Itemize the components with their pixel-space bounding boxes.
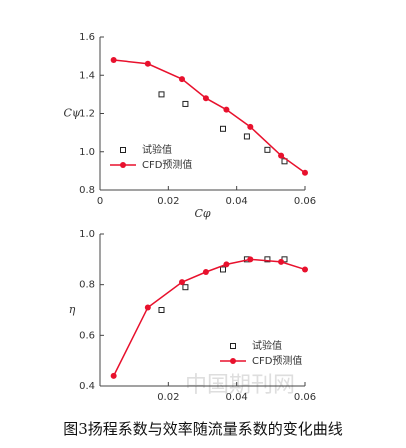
point xyxy=(264,146,271,153)
series-line xyxy=(112,258,306,377)
point xyxy=(144,60,151,67)
caption: 图3扬程系数与效率随流量系数的变化曲线 xyxy=(63,420,343,438)
legend-label: 试验值 xyxy=(252,339,282,352)
legend-label: 试验值 xyxy=(142,143,172,156)
point xyxy=(223,106,230,113)
point xyxy=(182,284,189,291)
point xyxy=(158,307,165,313)
x-tick-label: 0.02 xyxy=(157,392,179,403)
x-tick-label: 0.04 xyxy=(226,392,248,403)
y-tick-label: 1.0 xyxy=(79,229,95,240)
point xyxy=(110,56,117,63)
y-tick-label: 0.8 xyxy=(79,280,95,291)
point xyxy=(278,258,285,265)
legend-marker xyxy=(120,147,126,153)
y-tick-label: 1.6 xyxy=(79,32,95,43)
series-line xyxy=(113,59,306,174)
point xyxy=(302,266,308,273)
y-axis-label: η xyxy=(69,303,76,316)
y-axis-label: Cψ xyxy=(63,107,80,120)
point xyxy=(202,269,209,275)
y-tick-label: 1.0 xyxy=(79,147,95,158)
y-tick-label: 1.2 xyxy=(79,109,95,120)
point xyxy=(223,261,230,268)
y-tick-label: 0.8 xyxy=(79,185,95,196)
legend-label: CFD预测值 xyxy=(252,354,302,367)
point xyxy=(247,123,254,130)
point xyxy=(158,91,165,98)
point xyxy=(220,266,226,273)
y-tick-label: 0.4 xyxy=(79,381,95,392)
legend-marker xyxy=(230,358,236,364)
x-tick-label: 0.02 xyxy=(157,196,179,207)
point xyxy=(144,304,151,311)
point xyxy=(182,100,189,107)
point xyxy=(247,256,254,263)
x-tick-label: 0.06 xyxy=(294,196,316,207)
point xyxy=(243,133,250,140)
point xyxy=(278,152,285,159)
point xyxy=(202,95,209,102)
point xyxy=(179,76,185,83)
point xyxy=(179,279,185,286)
point xyxy=(110,372,117,379)
legend-marker xyxy=(230,343,236,349)
point xyxy=(220,125,226,132)
y-tick-label: 1.4 xyxy=(79,70,95,81)
x-tick-label: 0.06 xyxy=(294,392,316,403)
y-tick-label: 0.6 xyxy=(79,330,95,341)
point xyxy=(302,169,308,176)
x-tick-label: 0.04 xyxy=(226,196,248,207)
x-tick-label: 0 xyxy=(97,196,103,207)
legend-marker xyxy=(120,162,126,168)
legend-label: CFD预测值 xyxy=(142,158,192,171)
x-axis-label: Cφ xyxy=(194,207,210,220)
point xyxy=(264,256,271,263)
